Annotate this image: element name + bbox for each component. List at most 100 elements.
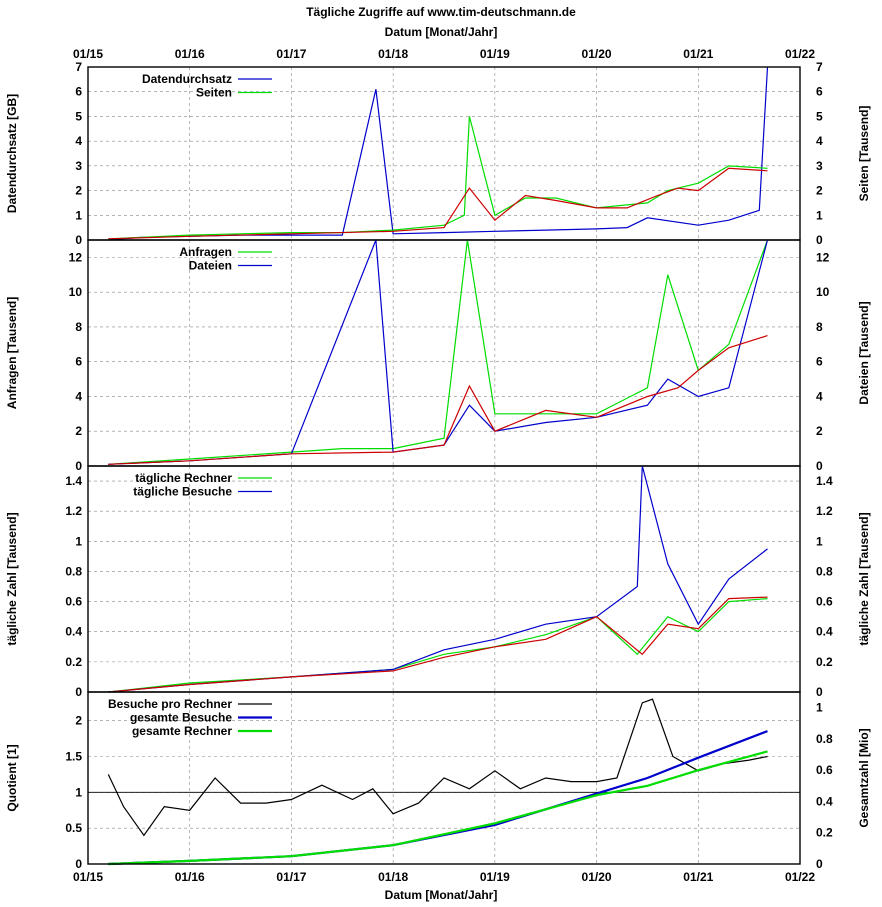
y-tick-label-right: 12 bbox=[816, 250, 830, 264]
y-tick-label-right: 1.4 bbox=[816, 474, 833, 488]
x-tick-label-top: 01/16 bbox=[175, 47, 205, 61]
x-tick-label-bottom: 01/18 bbox=[378, 870, 408, 884]
y-tick-label-right: 10 bbox=[816, 285, 830, 299]
y-tick-label-left: 6 bbox=[75, 85, 82, 99]
panel-1: 0 0 1 1 2 2 3 3 4 4 5 5 6 6 7 7 Datendurchsatz [GB] Seite… bbox=[5, 60, 871, 247]
y-axis-label-right: Gesamtzahl [Mio] bbox=[857, 728, 871, 827]
x-tick-label-top: 01/20 bbox=[582, 47, 612, 61]
series-line-average-2 bbox=[108, 335, 768, 465]
panel-frame bbox=[87, 465, 801, 693]
series-line-average-2 bbox=[108, 167, 768, 240]
panel-2: 0 0 2 2 4 4 6 6 8 8 10 10 12 12 Anfragen [Tausend] Date… bbox=[5, 239, 871, 473]
y-tick-label-left: 0 bbox=[75, 459, 82, 473]
x-tick-label-bottom: 01/15 bbox=[73, 870, 103, 884]
y-tick-label-left: 0.2 bbox=[65, 655, 82, 669]
y-tick-label-right: 1.2 bbox=[816, 504, 833, 518]
y-axis-label-right: Dateien [Tausend] bbox=[857, 301, 871, 404]
y-tick-label-right: 1 bbox=[816, 534, 823, 548]
y-tick-label-left: 2 bbox=[75, 184, 82, 198]
legend-label: Seiten bbox=[196, 86, 232, 100]
y-tick-label-right: 1 bbox=[816, 701, 823, 715]
y-tick-label-right: 3 bbox=[816, 159, 823, 173]
y-tick-label-right: 5 bbox=[816, 109, 823, 123]
y-tick-label-left: 1 bbox=[75, 785, 82, 799]
y-tick-label-left: 0.8 bbox=[65, 564, 82, 578]
x-tick-label-top: 01/22 bbox=[785, 47, 815, 61]
panel-3: 0 0 0.2 0.2 0.4 0.4 0.6 0.6 0.8 0.8 1 1 1.2 1.2 1.4 1.4… bbox=[5, 465, 871, 699]
series-line-tägliche-rechner bbox=[108, 598, 768, 693]
y-axis-label-left: Datendurchsatz [GB] bbox=[5, 94, 19, 213]
x-tick-label-top: 01/18 bbox=[378, 47, 408, 61]
y-tick-label-left: 1.4 bbox=[65, 474, 82, 488]
y-tick-label-left: 8 bbox=[75, 320, 82, 334]
x-tick-label-bottom: 01/21 bbox=[683, 870, 713, 884]
legend-label: Dateien bbox=[189, 259, 232, 273]
y-tick-label-right: 0.8 bbox=[816, 564, 833, 578]
panel-4: 0 0.5 1 1.5 2 0 0.2 0.4 0.6 0.8 1 Quotient [1] Gesam… bbox=[5, 691, 871, 871]
y-tick-label-right: 0 bbox=[816, 857, 823, 871]
y-tick-label-left: 0 bbox=[75, 685, 82, 699]
x-tick-label-bottom: 01/20 bbox=[582, 870, 612, 884]
y-tick-label-right: 0.6 bbox=[816, 595, 833, 609]
legend-label: gesamte Rechner bbox=[132, 724, 232, 738]
y-tick-label-left: 0 bbox=[75, 857, 82, 871]
y-tick-label-left: 3 bbox=[75, 159, 82, 173]
y-axis-label-left: tägliche Zahl [Tausend] bbox=[5, 512, 19, 645]
y-tick-label-left: 7 bbox=[75, 60, 82, 74]
y-tick-label-right: 8 bbox=[816, 320, 823, 334]
legend-label: tägliche Besuche bbox=[133, 485, 232, 499]
y-tick-label-right: 2 bbox=[816, 184, 823, 198]
y-tick-label-right: 0.6 bbox=[816, 763, 833, 777]
panel-frame bbox=[87, 66, 801, 241]
y-axis-label-right: Seiten [Tausend] bbox=[857, 106, 871, 202]
y-tick-label-left: 0.4 bbox=[65, 625, 82, 639]
y-tick-label-right: 0.4 bbox=[816, 625, 833, 639]
y-tick-label-right: 2 bbox=[816, 424, 823, 438]
y-tick-label-right: 0.4 bbox=[816, 794, 833, 808]
y-tick-label-right: 1 bbox=[816, 208, 823, 222]
y-tick-label-left: 12 bbox=[69, 250, 83, 264]
x-tick-label-top: 01/21 bbox=[683, 47, 713, 61]
y-tick-label-left: 4 bbox=[75, 134, 82, 148]
y-tick-label-left: 2 bbox=[75, 714, 82, 728]
legend-label: Datendurchsatz bbox=[142, 72, 232, 86]
legend-label: Anfragen bbox=[179, 245, 232, 259]
y-tick-label-right: 4 bbox=[816, 389, 823, 403]
legend-label: gesamte Besuche bbox=[130, 711, 232, 725]
chart-title: Tägliche Zugriffe auf www.tim-deutschman… bbox=[306, 5, 576, 19]
y-tick-label-right: 0 bbox=[816, 459, 823, 473]
series-line-average-2 bbox=[108, 596, 768, 693]
y-tick-label-right: 6 bbox=[816, 355, 823, 369]
series-line-besuche-pro-rechner bbox=[107, 698, 768, 837]
y-tick-label-left: 4 bbox=[75, 389, 82, 403]
y-axis-label-left: Quotient [1] bbox=[5, 744, 19, 811]
y-tick-label-left: 1 bbox=[75, 208, 82, 222]
legend-label: tägliche Rechner bbox=[135, 471, 232, 485]
y-axis-label-right: tägliche Zahl [Tausend] bbox=[857, 512, 871, 645]
x-tick-label-top: 01/15 bbox=[73, 47, 103, 61]
y-tick-label-left: 1.5 bbox=[65, 750, 82, 764]
x-tick-label-top: 01/17 bbox=[276, 47, 306, 61]
x-tick-label-bottom: 01/19 bbox=[480, 870, 510, 884]
y-axis-label-left: Anfragen [Tausend] bbox=[5, 297, 19, 409]
y-tick-label-left: 5 bbox=[75, 109, 82, 123]
x-tick-label-top: 01/19 bbox=[480, 47, 510, 61]
series-line-seiten bbox=[108, 116, 768, 240]
x-tick-label-bottom: 01/17 bbox=[276, 870, 306, 884]
panel-frame bbox=[87, 691, 801, 865]
series-line-anfragen bbox=[108, 239, 769, 465]
y-tick-label-left: 0.6 bbox=[65, 595, 82, 609]
y-tick-label-right: 0.8 bbox=[816, 732, 833, 746]
y-tick-label-right: 6 bbox=[816, 85, 823, 99]
y-tick-label-right: 7 bbox=[816, 60, 823, 74]
y-tick-label-left: 10 bbox=[69, 285, 83, 299]
series-line-dateien bbox=[108, 239, 769, 465]
y-tick-label-left: 0 bbox=[75, 233, 82, 247]
x-tick-label-bottom: 01/16 bbox=[175, 870, 205, 884]
x-tick-label-bottom: 01/22 bbox=[785, 870, 815, 884]
series-line-gesamte-besuche bbox=[108, 730, 768, 866]
y-tick-label-right: 0 bbox=[816, 233, 823, 247]
series-line-gesamte-rechner bbox=[108, 750, 768, 866]
y-tick-label-left: 1.2 bbox=[65, 504, 82, 518]
y-tick-label-right: 0 bbox=[816, 685, 823, 699]
